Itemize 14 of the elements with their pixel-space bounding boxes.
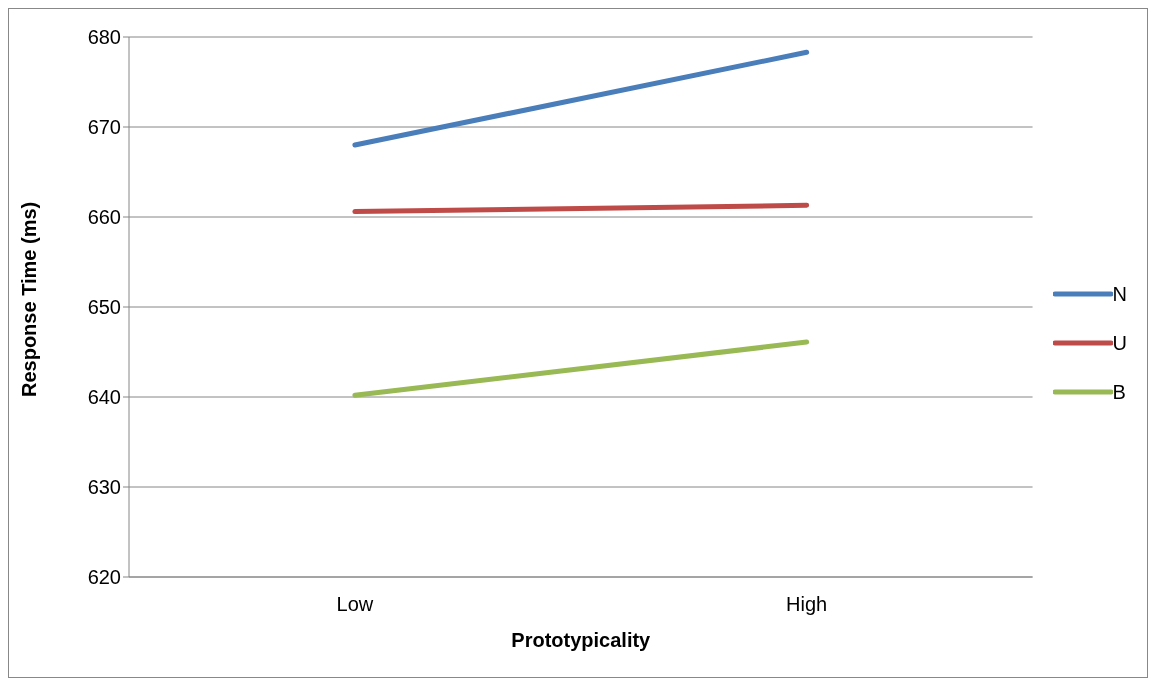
legend-label: U [1112, 331, 1127, 355]
y-axis-title: Response Time (ms) [18, 201, 41, 397]
legend-label: B [1112, 380, 1126, 404]
x-tick-label: High [786, 593, 828, 616]
y-tick-label: 650 [87, 296, 121, 319]
y-tick-label: 630 [87, 476, 121, 499]
y-tick-label: 670 [87, 116, 121, 139]
x-tick-label: Low [336, 593, 374, 616]
y-tick-label: 680 [87, 26, 121, 49]
legend-label: N [1112, 282, 1127, 306]
x-axis-title: Prototypicality [511, 629, 652, 651]
y-tick-label: 660 [87, 206, 121, 229]
y-tick-label: 620 [87, 566, 121, 589]
y-tick-label: 640 [87, 386, 121, 409]
